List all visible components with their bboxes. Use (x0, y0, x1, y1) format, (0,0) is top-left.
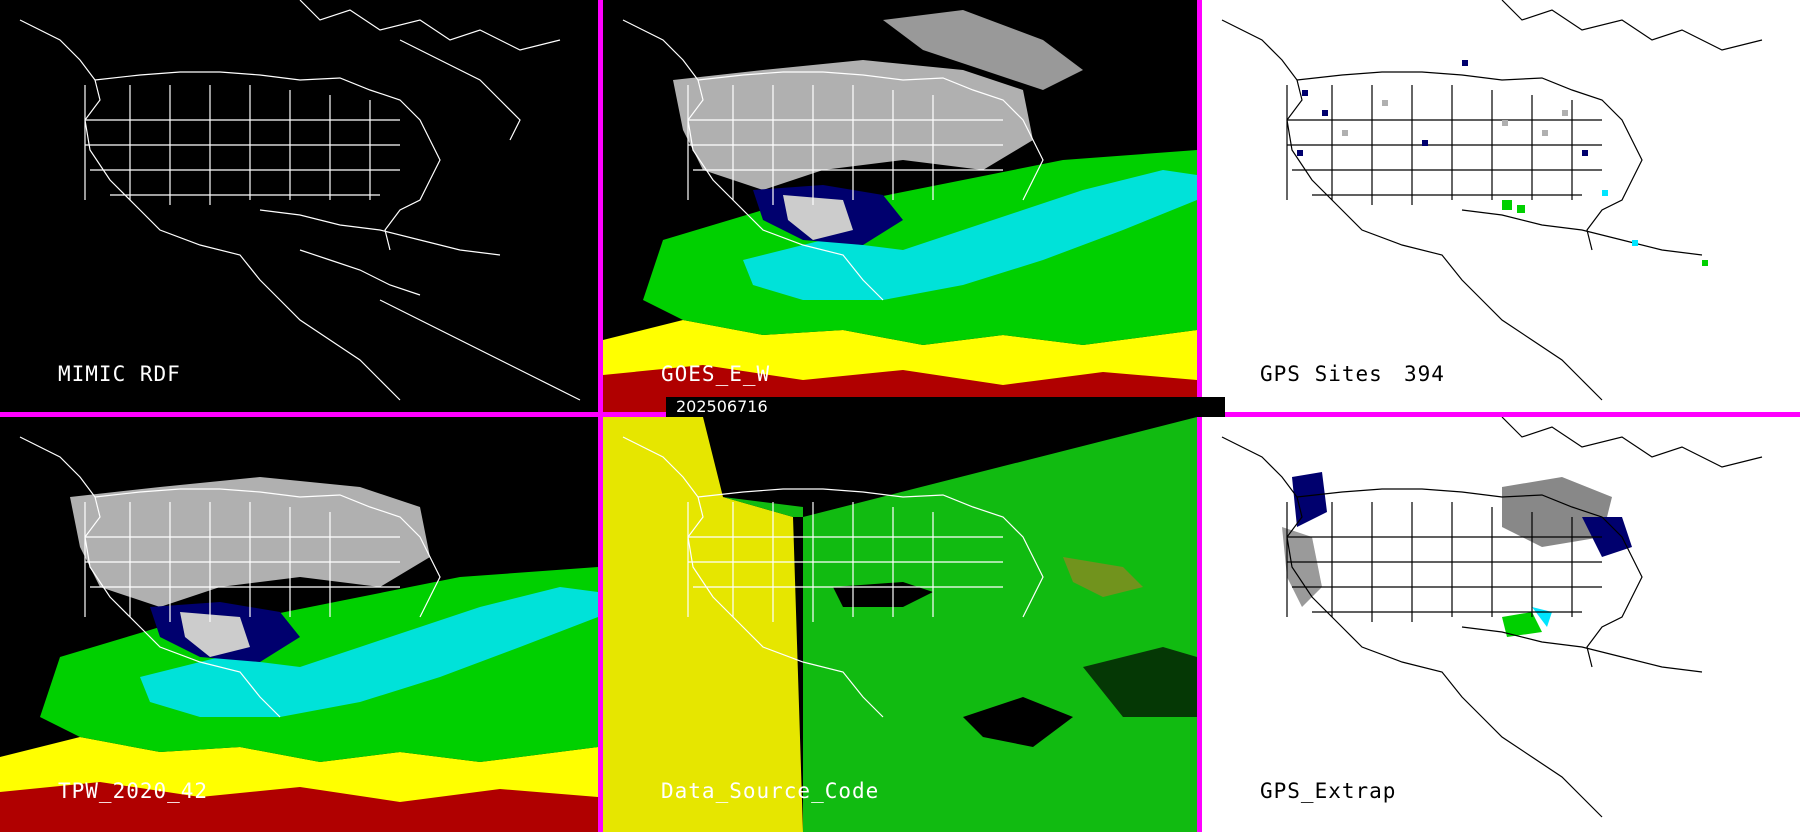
gps-site-count: 394 (1404, 362, 1445, 386)
panel-data-source-code: Data_Source_Code (603, 417, 1197, 832)
panel-tpw: TPW_2020_42 (0, 417, 598, 832)
panel-label: GOES_E_W (661, 362, 771, 386)
map-gps-sites (1221, 0, 1763, 401)
map-goes-e-w (603, 10, 1197, 412)
panel-mimic-rdf: MIMIC RDF (0, 0, 598, 412)
panel-label: GPS_Extrap (1260, 779, 1397, 803)
panel-label: GPS Sites (1260, 362, 1383, 386)
panel-goes-e-w: GOES_E_W (603, 0, 1197, 412)
panel-gps-sites: GPS Sites 394 (1202, 0, 1800, 412)
gps-site-markers (1297, 60, 1708, 266)
panel-gps-extrap: GPS_Extrap (1202, 417, 1800, 832)
map-gps-extrap (1221, 417, 1763, 818)
map-tpw (0, 436, 598, 832)
panel-label: MIMIC RDF (58, 362, 181, 386)
panel-label: Data_Source_Code (661, 779, 880, 803)
map-mimic-rdf (19, 0, 581, 401)
timestamp-label: 202506716 (666, 397, 1225, 417)
map-data-source-code (603, 417, 1197, 832)
panel-label: TPW_2020_42 (58, 779, 209, 803)
